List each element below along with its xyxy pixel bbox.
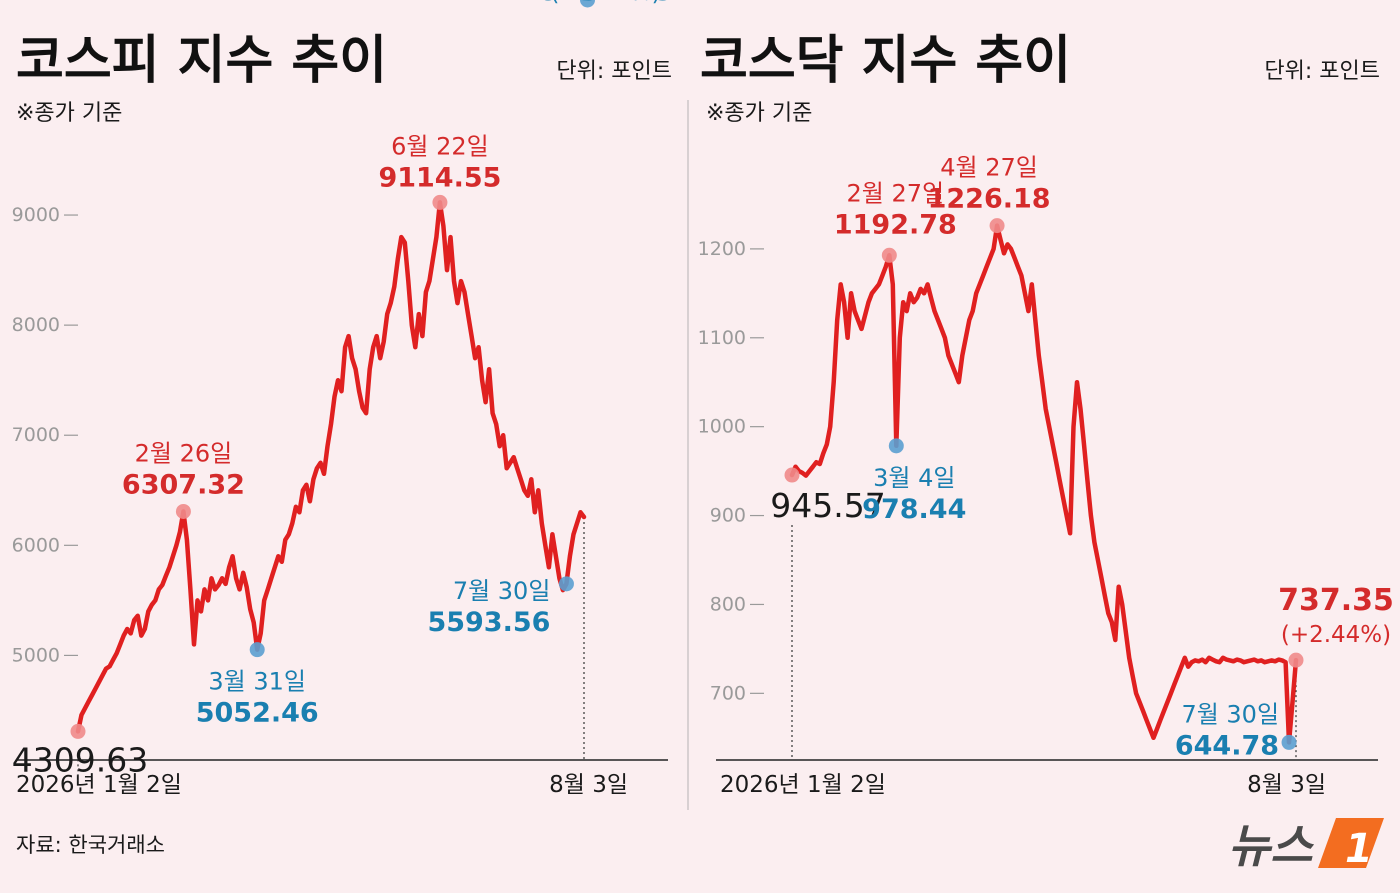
kosdaq-ytick-label: 1000 <box>698 416 746 438</box>
kosdaq-annotation-date: 7월 30일 <box>1181 700 1279 728</box>
kosdaq-note: ※종가 기준 <box>706 101 812 126</box>
kospi-annotation-value: 6307.32 <box>122 469 245 500</box>
kospi-last-value: 6257.45 <box>537 0 674 8</box>
kosdaq-annotation-value: 978.44 <box>862 494 966 525</box>
kosdaq-unit: 단위: 포인트 <box>1264 59 1380 84</box>
kospi-annotation-marker <box>175 503 191 519</box>
kosdaq-annotation-date: 2월 27일 <box>847 179 945 207</box>
kospi-annotation-value: 5593.56 <box>427 607 550 638</box>
logo-mark-text: 1 <box>1345 826 1373 872</box>
kospi-last-change: (−5.12%) <box>550 0 660 6</box>
kosdaq-x-start-label: 2026년 1월 2일 <box>720 772 886 798</box>
logo-text: 뉴스 <box>1228 819 1314 873</box>
kosdaq-annotation-marker <box>784 467 800 483</box>
kosdaq-annotation-marker <box>888 438 904 454</box>
kosdaq-last-change: (+2.44%) <box>1281 622 1391 648</box>
kospi-annotation-value: 5052.46 <box>196 698 319 729</box>
kosdaq-ytick-label: 900 <box>710 505 746 527</box>
kospi-unit: 단위: 포인트 <box>556 59 672 84</box>
news1-logo: 뉴스 1 <box>1228 818 1384 873</box>
kosdaq-ytick-label: 800 <box>710 593 746 615</box>
kospi-note: ※종가 기준 <box>16 101 122 126</box>
kosdaq-ytick-label: 1100 <box>698 327 746 349</box>
kosdaq-annotation-marker <box>1281 734 1297 750</box>
kospi-annotation-value: 9114.55 <box>378 162 501 193</box>
kosdaq-annotation-value: 644.78 <box>1175 730 1279 761</box>
kosdaq-chart: 700 800 900 1000 1100 1200 945.57 2월 27일1192.78… <box>698 154 1394 762</box>
kospi-annotation-marker <box>558 576 574 592</box>
kosdaq-title: 코스닥 지수 추이 <box>700 31 1071 91</box>
kospi-annotation-date: 7월 30일 <box>453 577 551 605</box>
kospi-series-line <box>75 200 587 734</box>
kospi-x-start-label: 2026년 1월 2일 <box>16 772 182 798</box>
kospi-annotation-date: 2월 26일 <box>135 439 233 467</box>
kosdaq-annotation-date: 4월 27일 <box>940 154 1038 182</box>
logo-mark-shape <box>1318 818 1384 868</box>
kosdaq-ytick-label: 1200 <box>698 238 746 260</box>
kosdaq-series-line <box>789 223 1299 745</box>
kosdaq-annotation-marker <box>881 247 897 263</box>
source-text: 자료: 한국거래소 <box>16 833 165 857</box>
kospi-ytick-label: 9000 <box>12 204 60 226</box>
kospi-ytick-label: 5000 <box>12 644 60 666</box>
kospi-annotation-date: 3월 31일 <box>208 668 306 696</box>
kospi-ytick-label: 6000 <box>12 534 60 556</box>
kospi-annotation-date: 6월 22일 <box>391 132 489 160</box>
kosdaq-annotation-marker <box>1288 652 1304 668</box>
kospi-first-value: 4309.63 <box>12 740 148 779</box>
kosdaq-annotation-value: 1226.18 <box>928 184 1051 215</box>
kosdaq-annotation-marker <box>989 218 1005 234</box>
kospi-annotation-marker <box>249 642 265 658</box>
kospi-annotation-marker <box>432 194 448 210</box>
kospi-x-end-label: 8월 3일 <box>549 772 628 798</box>
kospi-title: 코스피 지수 추이 <box>16 31 387 91</box>
kosdaq-annotation-value: 1192.78 <box>834 209 957 240</box>
kospi-ytick-label: 8000 <box>12 314 60 336</box>
kosdaq-first-value: 945.57 <box>770 486 885 525</box>
kospi-annotation-marker <box>70 723 86 739</box>
kosdaq-last-value: 737.35 <box>1278 583 1394 618</box>
kospi-ytick-label: 7000 <box>12 424 60 446</box>
kosdaq-annotation-date: 3월 4일 <box>873 464 955 492</box>
kospi-annotation-marker <box>580 0 596 8</box>
kospi-chart: 5000 6000 7000 8000 9000 4309.63 2월 26일6307.32… <box>12 0 674 782</box>
kosdaq-ytick-label: 700 <box>710 682 746 704</box>
kosdaq-x-end-label: 8월 3일 <box>1247 772 1326 798</box>
